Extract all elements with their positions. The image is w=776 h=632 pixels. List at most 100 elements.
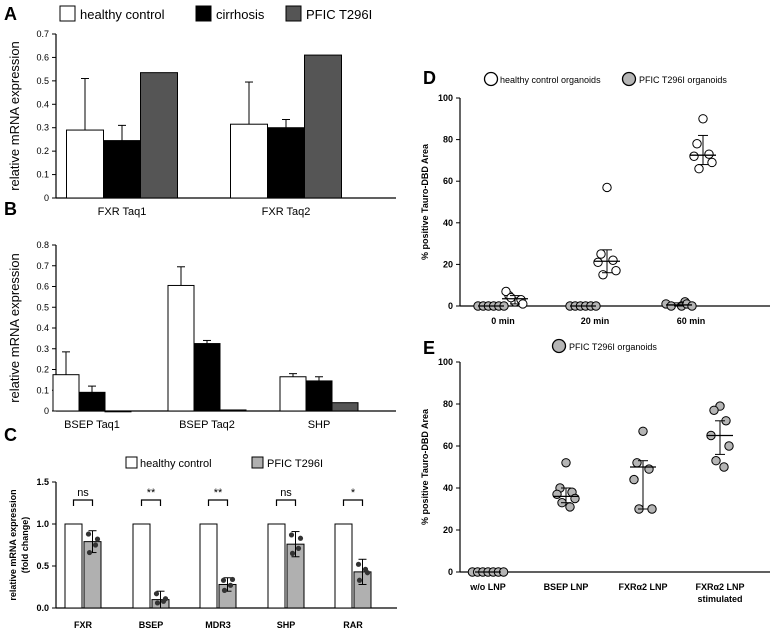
x-category-label: MDR3 — [205, 620, 231, 630]
data-point — [596, 249, 606, 259]
x-category-label: BSEP — [139, 620, 164, 630]
data-point — [355, 561, 362, 567]
data-point — [602, 182, 612, 193]
legend-label: PFIC T296I — [306, 7, 372, 22]
legend-label: healthy control — [140, 458, 212, 470]
panel-label-a: A — [4, 4, 17, 24]
data-point — [608, 255, 618, 265]
bar-healthy-control — [132, 523, 151, 609]
data-point — [85, 531, 92, 537]
bar-pfic-t296i — [140, 72, 178, 199]
y-axis-label: relative mRNA expression — [8, 489, 18, 600]
data-point — [501, 286, 511, 297]
x-category-label: FXR Taq1 — [98, 206, 147, 218]
y-tick-label: 0.4 — [36, 99, 49, 109]
x-category-label-line2: stimulated — [697, 594, 742, 604]
legend-swatch — [125, 456, 138, 469]
y-tick-label: 0.4 — [36, 323, 49, 333]
significance-bracket — [207, 499, 229, 506]
legend-label: PFIC T296I — [267, 458, 323, 470]
bar-cirrhosis — [103, 140, 141, 199]
y-tick-label: 60 — [443, 176, 453, 186]
x-category-label: 0 min — [491, 316, 515, 326]
y-tick-label: 80 — [443, 135, 453, 145]
y-tick-label: 0.3 — [36, 344, 49, 354]
y-tick-label: 0 — [44, 193, 49, 203]
x-category-label: FXRα2 LNP — [618, 582, 667, 592]
x-category-label: SHP — [277, 620, 296, 630]
data-point — [647, 504, 657, 514]
panel-label-e: E — [423, 338, 435, 358]
data-point — [698, 114, 708, 124]
significance-label: ns — [77, 487, 89, 499]
panel-label-c: C — [4, 425, 17, 445]
y-tick-label: 0 — [448, 567, 453, 577]
significance-label: ** — [147, 487, 156, 499]
significance-bracket — [72, 499, 94, 506]
y-tick-label: 100 — [438, 357, 453, 367]
data-point — [629, 474, 639, 485]
legend-swatch — [251, 456, 264, 469]
data-point — [692, 139, 702, 149]
y-tick-label: 0.5 — [36, 561, 49, 571]
y-axis-label: relative mRNA expression — [7, 41, 22, 191]
data-point — [289, 550, 296, 557]
bar-healthy-control — [167, 284, 195, 412]
data-point — [707, 157, 717, 168]
legend-marker — [551, 338, 567, 354]
data-point — [552, 489, 562, 499]
data-point — [364, 570, 371, 576]
legend-marker — [621, 71, 637, 87]
y-tick-label: 80 — [443, 399, 453, 409]
data-point — [227, 582, 234, 588]
significance-label: ** — [214, 487, 223, 499]
bar-healthy-control — [334, 523, 353, 609]
y-tick-label: 0.2 — [36, 146, 49, 156]
data-point — [295, 545, 302, 551]
y-tick-label: 0.3 — [36, 123, 49, 133]
legend-label: cirrhosis — [216, 7, 265, 22]
bar-healthy-control — [52, 374, 80, 412]
bar-pfic-t296i — [331, 402, 359, 412]
data-point — [162, 596, 169, 602]
x-category-label: 20 min — [581, 316, 610, 326]
data-point — [288, 532, 295, 538]
x-category-label: FXR Taq2 — [262, 206, 311, 218]
bar-healthy-control — [64, 523, 83, 609]
y-tick-label: 0.1 — [36, 170, 49, 180]
legend-swatch — [285, 5, 302, 22]
y-axis-label: % positive Tauro-DBD Area — [420, 143, 430, 260]
bar-healthy-control — [279, 376, 307, 412]
y-axis-label: % positive Tauro-DBD Area — [420, 408, 430, 525]
y-tick-label: 0.5 — [36, 76, 49, 86]
y-tick-label: 1.0 — [36, 519, 49, 529]
y-tick-label: 0 — [448, 301, 453, 311]
y-tick-label: 20 — [443, 525, 453, 535]
bar-healthy-control — [199, 523, 218, 609]
y-tick-label: 0.7 — [36, 261, 49, 271]
legend-swatch — [195, 5, 212, 22]
data-point — [220, 577, 227, 583]
legend-label: healthy control — [80, 7, 165, 22]
data-point — [689, 151, 699, 161]
data-point — [153, 591, 160, 597]
data-point — [711, 456, 721, 466]
legend-label: healthy control organoids — [500, 75, 601, 85]
data-point — [687, 301, 697, 311]
data-point — [638, 426, 648, 436]
bar-cirrhosis — [193, 343, 221, 412]
legend-swatch — [59, 5, 76, 22]
y-tick-label: 1.5 — [36, 477, 49, 487]
data-point — [92, 542, 99, 548]
y-tick-label: 0.1 — [36, 385, 49, 395]
data-point — [154, 600, 161, 606]
data-point — [86, 549, 93, 556]
data-point — [694, 164, 704, 174]
legend-label: PFIC T296I organoids — [639, 75, 727, 85]
data-point — [719, 462, 729, 472]
data-point — [297, 535, 304, 541]
data-point — [704, 149, 714, 159]
data-point — [506, 292, 516, 303]
data-point — [570, 493, 580, 504]
significance-bracket — [140, 499, 162, 506]
